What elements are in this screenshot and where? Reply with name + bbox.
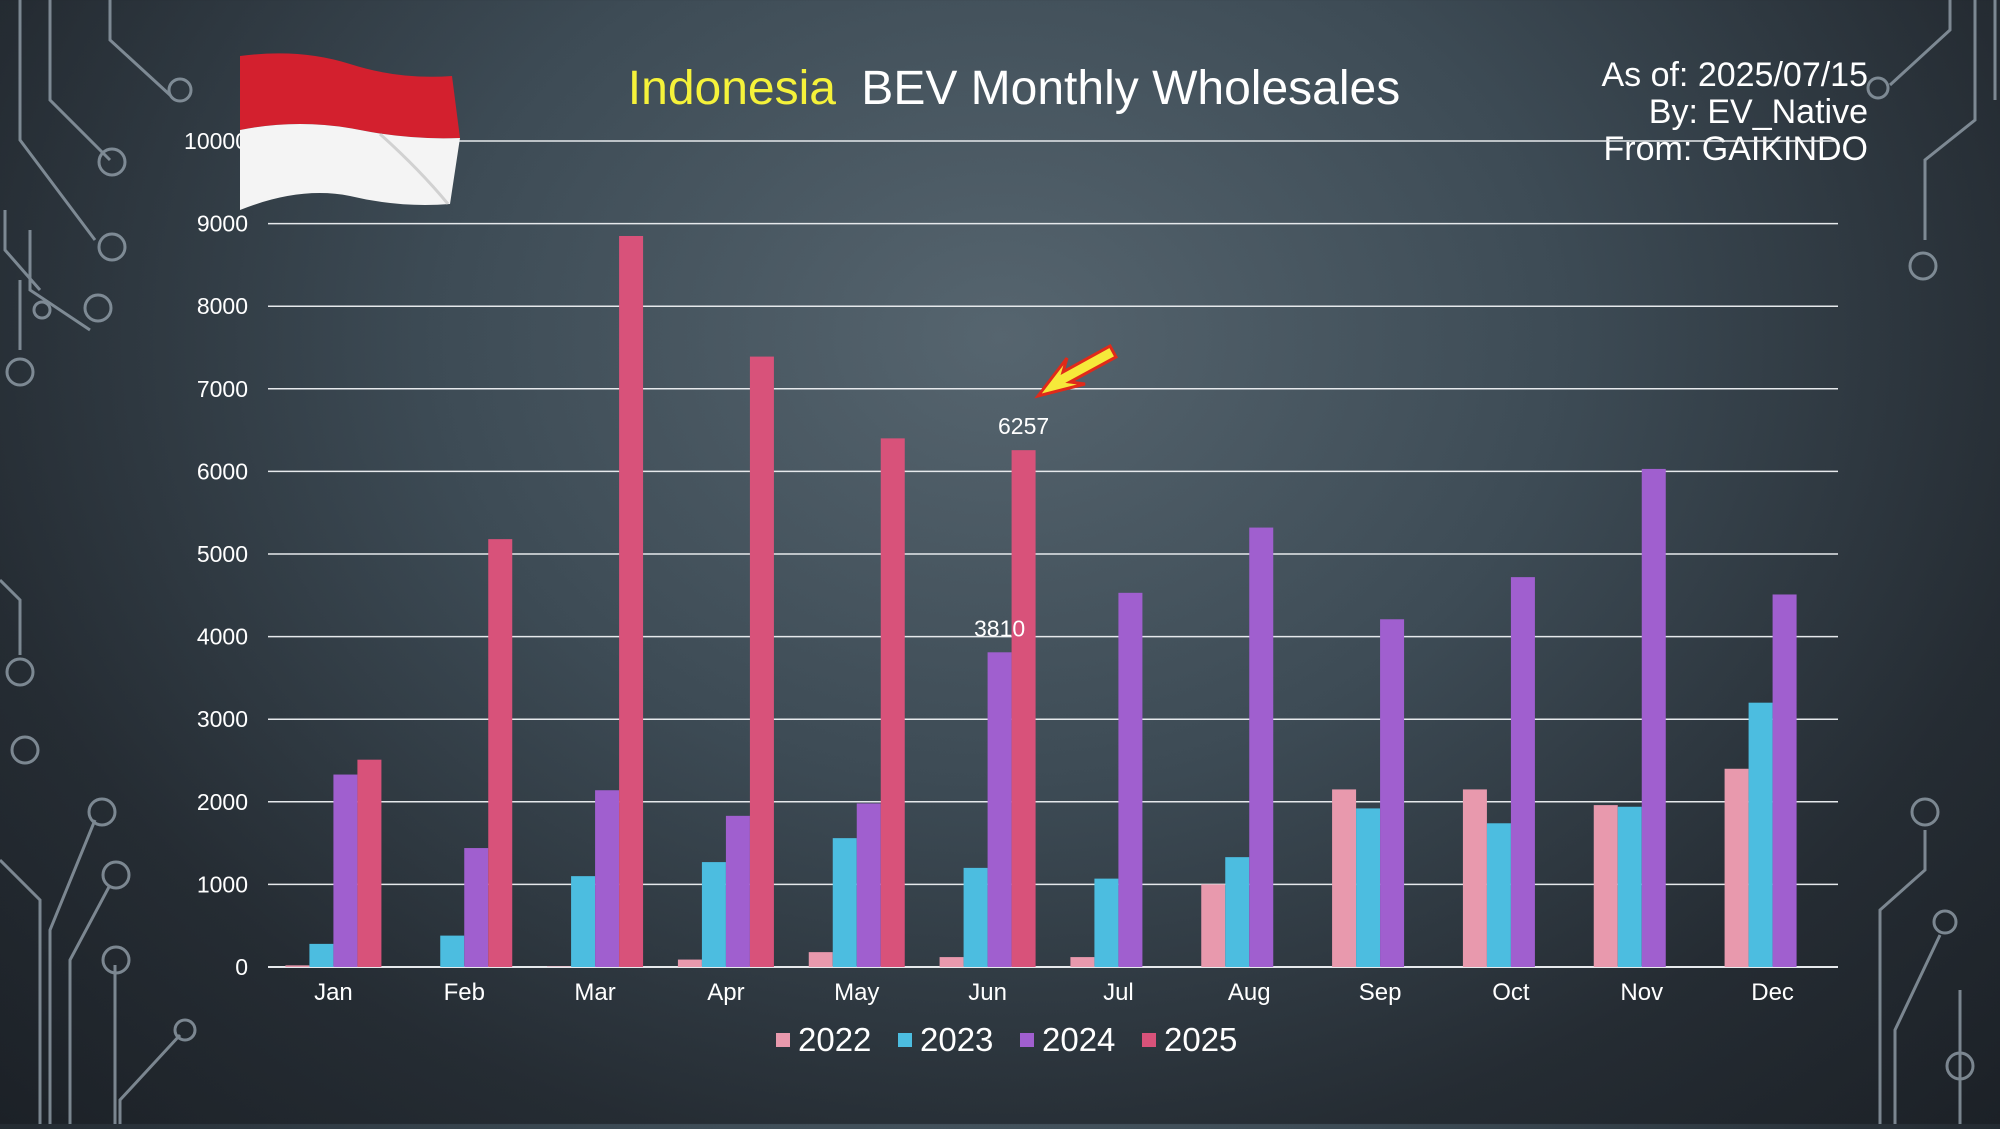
- bar-2025-feb: [488, 539, 512, 967]
- legend-label-2025: 2025: [1164, 1021, 1237, 1058]
- bar-2023-may: [833, 838, 857, 967]
- bar-2024-nov: [1642, 469, 1666, 967]
- x-tick-label: May: [834, 979, 879, 1006]
- bar-2023-nov: [1618, 807, 1642, 967]
- y-tick-label: 8000: [197, 293, 248, 319]
- bar-2023-mar: [571, 876, 595, 967]
- bar-2024-feb: [464, 848, 488, 967]
- indonesia-flag-icon: [240, 53, 460, 210]
- bar-2024-jul: [1118, 593, 1142, 967]
- x-tick-label: Jan: [314, 979, 353, 1006]
- legend-label-2023: 2023: [920, 1021, 993, 1058]
- author-credit: By: EV_Native: [1649, 93, 1868, 131]
- y-tick-label: 2000: [197, 789, 248, 815]
- bar-2022-aug: [1201, 884, 1225, 967]
- y-tick-label: 9000: [197, 211, 248, 237]
- bar-2025-may: [881, 438, 905, 967]
- bar-2024-dec: [1773, 594, 1797, 967]
- legend-swatch-2025: [1142, 1033, 1156, 1047]
- bar-2025-mar: [619, 236, 643, 967]
- bar-2023-sep: [1356, 808, 1380, 967]
- data-label: 6257: [998, 413, 1049, 439]
- legend-label-2024: 2024: [1042, 1021, 1115, 1058]
- x-tick-label: Jun: [968, 979, 1007, 1006]
- y-tick-label: 7000: [197, 376, 248, 402]
- legend-swatch-2024: [1020, 1033, 1034, 1047]
- x-tick-label: Oct: [1492, 979, 1530, 1006]
- bar-2023-aug: [1225, 857, 1249, 967]
- bar-2023-jun: [964, 868, 988, 967]
- y-tick-label: 0: [235, 954, 248, 980]
- data-label: 3810: [974, 615, 1025, 641]
- bar-2023-jan: [309, 944, 333, 967]
- bar-2023-oct: [1487, 823, 1511, 967]
- x-tick-label: Dec: [1751, 979, 1794, 1006]
- legend-swatch-2023: [898, 1033, 912, 1047]
- bar-2023-apr: [702, 862, 726, 967]
- bar-series: [285, 236, 1796, 967]
- x-tick-label: Sep: [1359, 979, 1402, 1006]
- bar-2022-sep: [1332, 789, 1356, 967]
- bar-2025-apr: [750, 357, 774, 967]
- bar-2022-jul: [1070, 957, 1094, 967]
- chart-title-rest: BEV Monthly Wholesales: [861, 62, 1400, 115]
- bar-2024-mar: [595, 790, 619, 967]
- chart-title-country: Indonesia: [628, 62, 836, 115]
- y-tick-label: 3000: [197, 706, 248, 732]
- bar-2024-aug: [1249, 528, 1273, 967]
- bar-2022-nov: [1594, 805, 1618, 967]
- bar-2022-apr: [678, 960, 702, 967]
- y-tick-label: 1000: [197, 871, 248, 897]
- source-credit: From: GAIKINDO: [1604, 130, 1868, 168]
- y-tick-label: 10000: [184, 128, 248, 154]
- x-tick-label: Apr: [707, 979, 744, 1006]
- bar-2024-jan: [333, 775, 357, 967]
- bar-2024-oct: [1511, 577, 1535, 967]
- bar-2025-jun: [1012, 450, 1036, 967]
- x-tick-label: Aug: [1228, 979, 1271, 1006]
- x-tick-label: Feb: [444, 979, 485, 1006]
- y-tick-label: 5000: [197, 541, 248, 567]
- chart-title: Indonesia BEV Monthly Wholesales: [628, 62, 1400, 115]
- x-axis-ticks: Jan Feb Mar Apr May Jun Jul Aug Sep Oct Nov Dec: [314, 979, 1794, 1006]
- bar-2023-feb: [440, 936, 464, 967]
- bar-2022-oct: [1463, 789, 1487, 967]
- bar-2024-may: [857, 803, 881, 967]
- bar-2022-jun: [940, 957, 964, 967]
- bar-2023-dec: [1749, 703, 1773, 967]
- bar-2025-jan: [357, 760, 381, 967]
- y-tick-label: 4000: [197, 624, 248, 650]
- y-axis-ticks: 0 1000 2000 3000 4000 5000 6000 7000 8000 9000 100…: [184, 128, 248, 980]
- y-tick-label: 6000: [197, 458, 248, 484]
- bar-2022-jan: [285, 965, 309, 967]
- legend: 2022 2023 2024 2025: [776, 1021, 1237, 1058]
- x-tick-label: Mar: [574, 979, 615, 1006]
- bar-2022-dec: [1725, 769, 1749, 967]
- legend-label-2022: 2022: [798, 1021, 871, 1058]
- x-tick-label: Nov: [1620, 979, 1663, 1006]
- bar-2024-jun: [988, 652, 1012, 967]
- bar-2022-may: [809, 952, 833, 967]
- bar-2024-apr: [726, 816, 750, 967]
- legend-swatch-2022: [776, 1033, 790, 1047]
- bar-2024-sep: [1380, 619, 1404, 967]
- as-of-date: As of: 2025/07/15: [1601, 56, 1868, 94]
- x-tick-label: Jul: [1103, 979, 1134, 1006]
- bar-2023-jul: [1094, 879, 1118, 967]
